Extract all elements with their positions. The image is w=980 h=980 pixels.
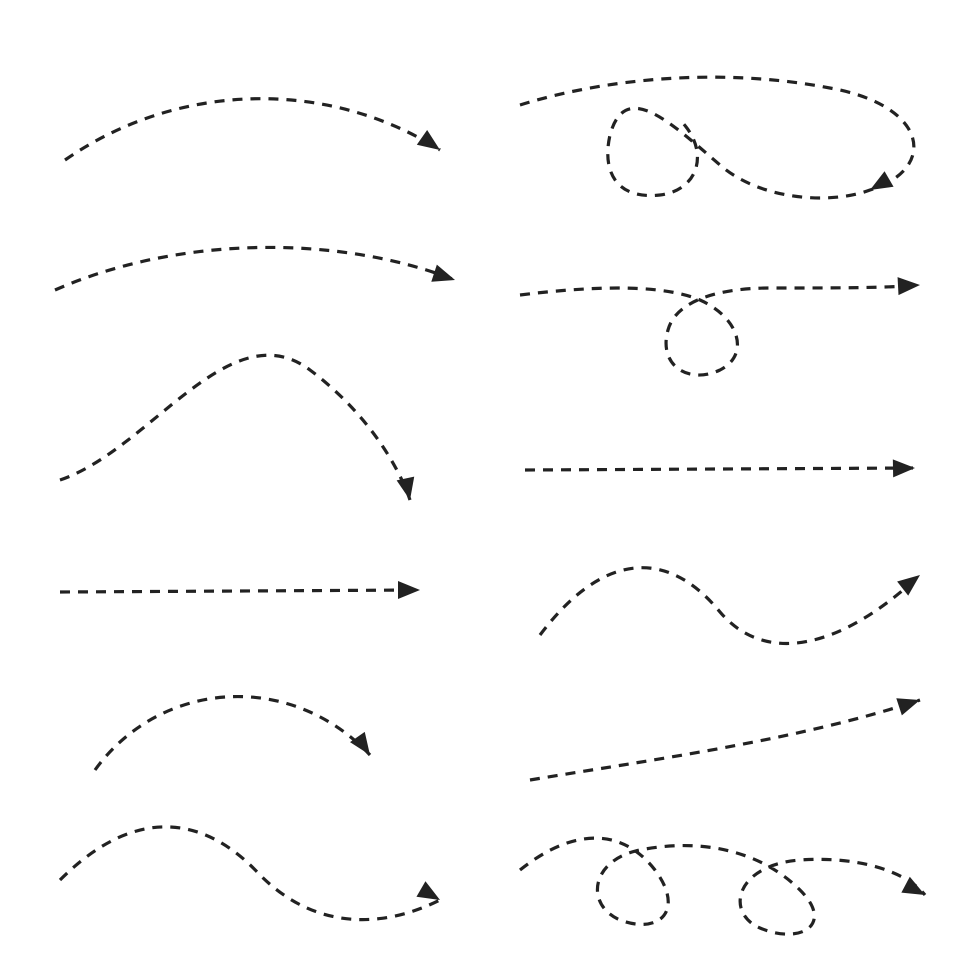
l1-shallow-arc-down-path [65,99,440,160]
r5-gentle-up-path [530,700,920,780]
r2-small-loop-line-arrowhead-icon [898,277,920,295]
r4-valley-up [540,568,920,644]
r5-gentle-up [530,698,920,780]
r3-straight-path [525,468,915,470]
l6-s-curve-path [60,827,440,920]
l5-small-arc-path [95,697,370,770]
l1-shallow-arc-down [65,99,440,160]
l3-hump-then-drop [60,355,414,500]
r1-big-loop-path [520,77,914,198]
l3-hump-then-drop-path [60,355,410,500]
r6-double-loop-arrowhead-icon [901,877,925,895]
l2-longer-arc-arrowhead-icon [431,265,455,282]
l4-straight-arrowhead-icon [398,581,420,599]
l6-s-curve [60,827,440,920]
l6-s-curve-arrowhead-icon [416,881,440,900]
l2-longer-arc [55,247,455,290]
l2-longer-arc-path [55,247,455,290]
r3-straight [525,459,915,477]
l4-straight-path [60,590,420,592]
r4-valley-up-path [540,568,920,644]
r6-double-loop-path [520,838,925,934]
r1-big-loop [520,77,914,198]
r1-big-loop-arrowhead-icon [870,171,894,190]
r3-straight-arrowhead-icon [893,459,915,477]
r2-small-loop-line [520,277,920,375]
l5-small-arc-arrowhead-icon [350,732,370,755]
l5-small-arc [95,697,370,770]
r2-small-loop-line-path [520,285,920,375]
r5-gentle-up-arrowhead-icon [896,698,920,715]
l1-shallow-arc-down-arrowhead-icon [417,130,440,150]
l3-hump-then-drop-arrowhead-icon [397,477,415,500]
l4-straight [60,581,420,599]
r6-double-loop [520,838,925,934]
dashed-arrows-diagram [0,0,980,980]
